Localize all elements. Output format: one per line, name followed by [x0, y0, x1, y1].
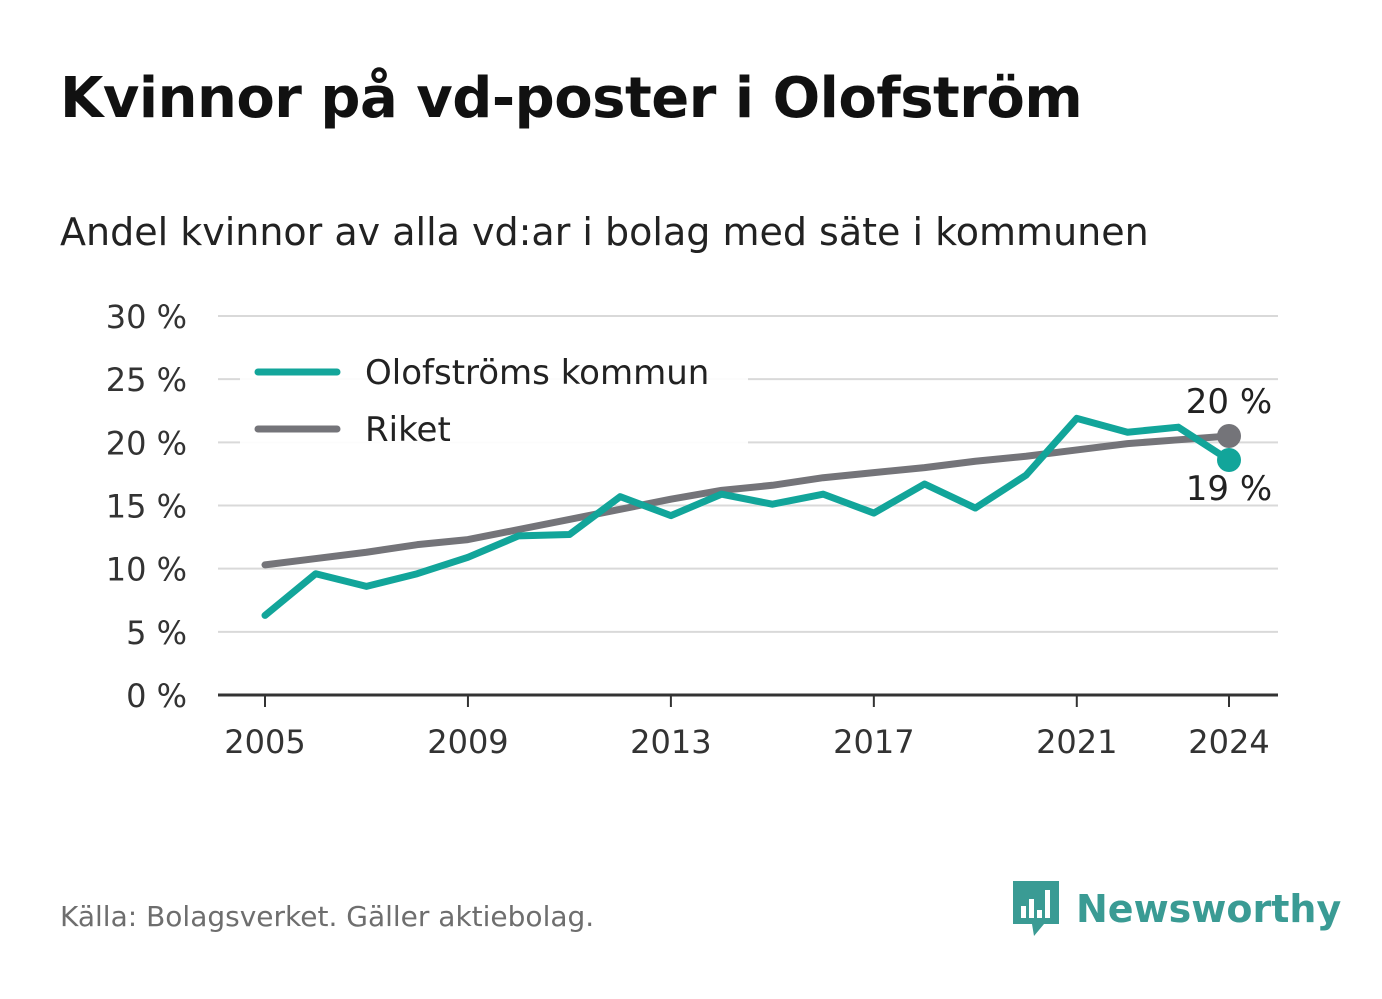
series-end-marker: [1217, 424, 1241, 449]
x-tick-label: 2005: [224, 723, 305, 761]
legend-label: Olofströms kommun: [365, 353, 709, 393]
data-label: 20 %: [1186, 382, 1272, 422]
x-tick-label: 2021: [1036, 723, 1117, 761]
y-tick-label: 25 %: [106, 361, 187, 399]
newsworthy-logo-icon: [1013, 881, 1059, 936]
y-tick-label: 30 %: [106, 298, 187, 336]
x-tick-label: 2013: [630, 723, 711, 761]
brand-logo: Newsworthy: [1010, 878, 1341, 940]
series-line: [261, 432, 1233, 569]
x-tick-label: 2017: [833, 723, 914, 761]
chart-subtitle: Andel kvinnor av alla vd:ar i bolag med …: [60, 210, 1149, 254]
y-tick-label: 5 %: [126, 614, 187, 652]
line-chart: 0 % 5 % 10 % 15 % 20 % 25 % 30 % 2005 2009 2013 20…: [106, 298, 1278, 761]
y-tick-label: 15 %: [106, 488, 187, 526]
data-label: 19 %: [1186, 469, 1272, 509]
brand-name: Newsworthy: [1076, 887, 1342, 931]
y-tick-label: 10 %: [106, 551, 187, 589]
series-end-marker: [1217, 448, 1241, 473]
y-tick-label: 0 %: [126, 677, 187, 715]
x-tick-label: 2009: [427, 723, 508, 761]
x-tick-label: 2024: [1188, 723, 1269, 761]
y-tick-label: 20 %: [106, 424, 187, 462]
source-note: Källa: Bolagsverket. Gäller aktiebolag.: [60, 900, 595, 933]
series-line: [261, 414, 1233, 619]
chart-title: Kvinnor på vd-poster i Olofström: [60, 66, 1083, 131]
legend-label: Riket: [365, 410, 451, 450]
